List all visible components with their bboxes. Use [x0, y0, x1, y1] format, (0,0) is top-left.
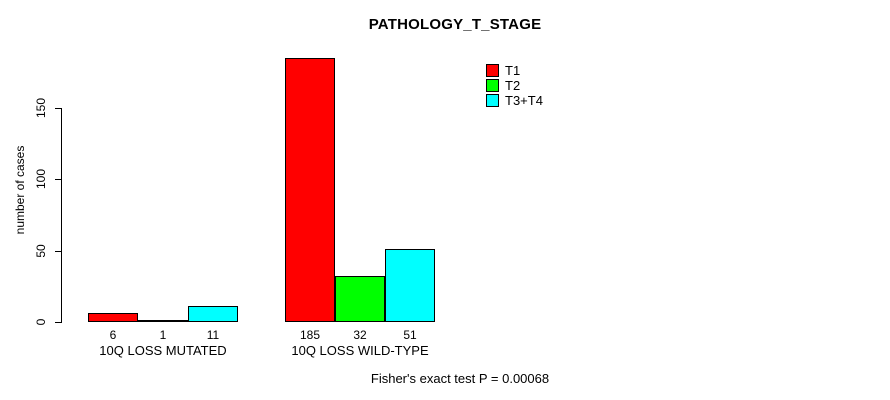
legend-label: T3+T4	[505, 93, 543, 108]
bar-t3+t4	[188, 306, 238, 322]
x-category-label: 10Q LOSS WILD-TYPE	[291, 343, 429, 358]
y-tick-label: 150	[34, 97, 48, 119]
y-axis-title: number of cases	[13, 145, 27, 235]
y-axis-line	[61, 108, 62, 323]
bar-t3+t4	[385, 249, 435, 322]
legend-swatch-icon	[486, 79, 499, 92]
bar-value-label: 6	[109, 328, 117, 342]
bar-t1	[285, 58, 335, 322]
chart-title: PATHOLOGY_T_STAGE	[368, 16, 542, 33]
bar-t2	[138, 320, 188, 322]
legend-item: T1	[486, 63, 520, 78]
y-tick-mark	[55, 251, 62, 252]
bar-value-label: 185	[299, 328, 321, 342]
bar-t2	[335, 276, 385, 322]
legend-item: T2	[486, 78, 520, 93]
annotation-text: Fisher's exact test P = 0.00068	[370, 371, 550, 386]
y-tick-mark	[55, 179, 62, 180]
y-tick-mark	[55, 108, 62, 109]
y-tick-label: 50	[34, 244, 48, 258]
y-tick-label: 0	[34, 318, 48, 326]
legend-item: T3+T4	[486, 93, 543, 108]
legend-swatch-icon	[486, 64, 499, 77]
bar-value-label: 11	[206, 328, 220, 342]
legend-label: T2	[505, 78, 521, 93]
x-category-label: 10Q LOSS MUTATED	[99, 343, 227, 358]
legend-label: T1	[505, 63, 521, 78]
y-tick-label: 100	[34, 168, 48, 190]
bar-value-label: 51	[403, 328, 417, 342]
bar-value-label: 1	[159, 328, 167, 342]
bar-value-label: 32	[353, 328, 367, 342]
legend-swatch-icon	[486, 94, 499, 107]
y-tick-mark	[55, 322, 62, 323]
bar-t1	[88, 313, 138, 322]
